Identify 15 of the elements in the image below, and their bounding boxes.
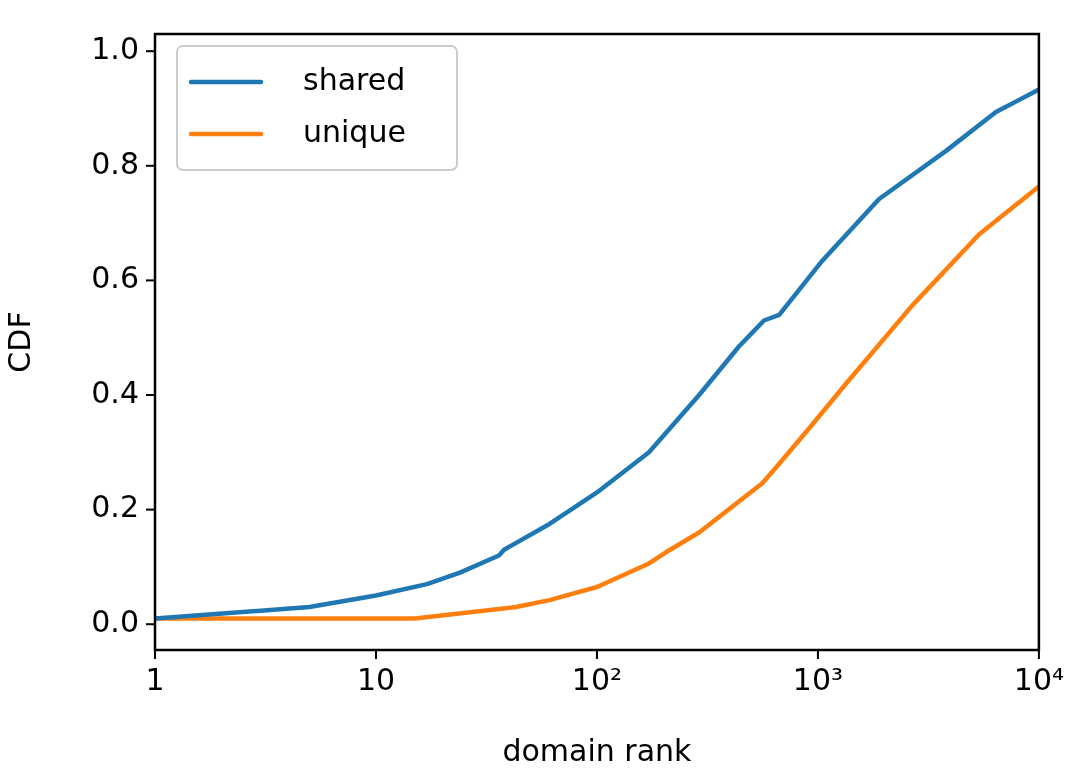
y-axis-title: CDF <box>1 311 37 373</box>
x-tick-label: 10 <box>356 661 396 697</box>
legend-label: unique <box>303 113 406 149</box>
y-tick-label: 0.0 <box>91 604 139 640</box>
y-tick-label: 0.4 <box>91 374 139 410</box>
y-tick-label: 0.6 <box>91 260 139 296</box>
legend-label: shared <box>303 61 406 97</box>
x-tick-label: 10⁴ <box>1013 661 1064 697</box>
x-axis-title: domain rank <box>502 732 693 768</box>
x-tick-label: 10² <box>571 661 623 697</box>
x-tick-label: 1 <box>145 661 165 697</box>
x-tick-label: 10³ <box>792 661 844 697</box>
y-tick-label: 0.8 <box>91 145 139 181</box>
y-tick-label: 1.0 <box>91 30 139 66</box>
y-tick-label: 0.2 <box>91 489 139 525</box>
